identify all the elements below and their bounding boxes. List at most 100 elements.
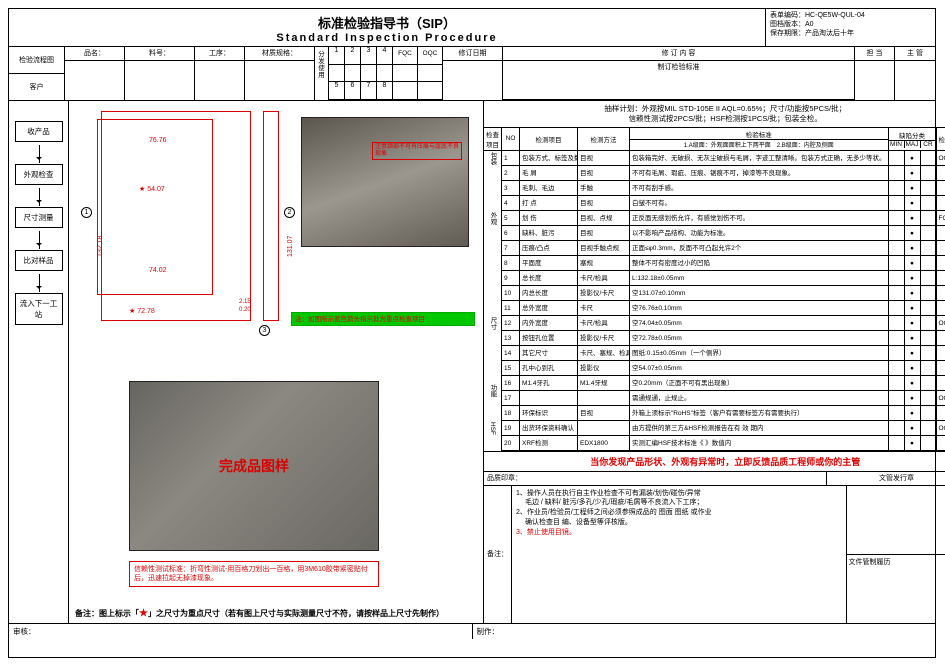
cell-method: 塞规 bbox=[578, 256, 630, 270]
cell-no: 9 bbox=[502, 271, 520, 285]
cell-item: 包装方式、标签及数量 bbox=[520, 151, 578, 165]
insp-row: 12内外宽度卡尺/检具空74.04±0.05mm●OQC bbox=[484, 316, 945, 331]
rev-date-label: 修订日期 bbox=[443, 47, 503, 60]
cell-min bbox=[889, 241, 905, 255]
cell-inspector bbox=[937, 436, 945, 450]
cell-no: 15 bbox=[502, 361, 520, 375]
cell-standard: L:132.18±0.05mm bbox=[630, 271, 889, 285]
inspection-rows: 包装1包装方式、标签及数量目视包装箱完好、无破损、无灰尘破损与毛屑，字迹工整清晰… bbox=[484, 151, 945, 451]
cell-method: 目视 bbox=[578, 196, 630, 210]
cell-item: 孔中心到孔 bbox=[520, 361, 578, 375]
col-inspector: 检验人员 bbox=[937, 128, 945, 150]
cell-cr bbox=[921, 421, 937, 435]
rev-sign-label: 主 管 bbox=[895, 47, 935, 60]
flow-label-customer: 客户 bbox=[9, 74, 64, 100]
version-label: 图档版本： bbox=[770, 21, 805, 28]
cell-cr bbox=[921, 361, 937, 375]
dim-h2: ★ 54.07 bbox=[139, 185, 165, 193]
insp-row: 17需通规通，止规止。●OQC bbox=[484, 391, 945, 406]
flow-step-1: 收产品 bbox=[15, 121, 63, 142]
cell-inspector bbox=[937, 406, 945, 420]
cell-inspector bbox=[937, 346, 945, 360]
cell-standard: 包装箱完好、无破损、无灰尘破损与毛屑，字迹工整清晰。包装方式正确，无多少等状。 bbox=[630, 151, 889, 165]
rev-number-grid: 1234 5678 bbox=[329, 47, 393, 100]
cell-standard: 不可有刮手感。 bbox=[630, 181, 889, 195]
insp-row: 13按钮孔位置投影仪/卡尺空72.78±0.05mm● bbox=[484, 331, 945, 346]
cell-maj: ● bbox=[905, 391, 921, 405]
cell-cr bbox=[921, 241, 937, 255]
cell-method: 目视 bbox=[578, 166, 630, 180]
cell-no: 2 bbox=[502, 166, 520, 180]
cell-cr bbox=[921, 301, 937, 315]
cell-item: 内外宽度 bbox=[520, 316, 578, 330]
cell-inspector bbox=[937, 361, 945, 375]
cell-no: 12 bbox=[502, 316, 520, 330]
reliability-test-note: 信赖性测试标准：折弯性测试-用百格刀划出一百格，用3M610胶带紧密贴付后，迅速… bbox=[129, 561, 379, 587]
cell-method: 投影仪/卡尺 bbox=[578, 331, 630, 345]
insp-row: 包装1包装方式、标签及数量目视包装箱完好、无破损、无灰尘破损与毛屑，字迹工整清晰… bbox=[484, 151, 945, 166]
cell-inspector: FQC/OQC bbox=[937, 211, 945, 225]
cell-min bbox=[889, 316, 905, 330]
cell-method: 卡尺/检具 bbox=[578, 316, 630, 330]
cell-method: 目视 bbox=[578, 151, 630, 165]
footer: 审核： 制作： bbox=[9, 623, 935, 639]
cell-cr bbox=[921, 316, 937, 330]
dim-h1: 76.76 bbox=[149, 137, 167, 144]
cell-maj: ● bbox=[905, 316, 921, 330]
insp-row: 20XRF检测EDX1800实测汇编HSF技术标准《 》数值内● bbox=[484, 436, 945, 451]
cell-maj: ● bbox=[905, 421, 921, 435]
dim-small2: 0.20 bbox=[239, 307, 251, 313]
cell-cr bbox=[921, 286, 937, 300]
cell-min bbox=[889, 436, 905, 450]
technical-drawing: 1 3 2 76.76 ★ 54.07 74.02 ★ 72.78 2.15 0… bbox=[79, 107, 477, 327]
cell-min bbox=[889, 331, 905, 345]
header-title-block: 标准检验指导书（SIP） Standard Inspection Procedu… bbox=[9, 9, 765, 46]
cell-method: 卡尺/检具 bbox=[578, 271, 630, 285]
cell-cr bbox=[921, 376, 937, 390]
cell-no: 18 bbox=[502, 406, 520, 420]
cell-maj: ● bbox=[905, 301, 921, 315]
cell-method: 目视、点规 bbox=[578, 211, 630, 225]
header: 标准检验指导书（SIP） Standard Inspection Procedu… bbox=[9, 9, 935, 47]
cell-method: 投影仪 bbox=[578, 361, 630, 375]
body-right: 抽样计划：外观按MIL STD-105E II AQL=0.65%；尺寸/功能按… bbox=[484, 101, 945, 623]
header-meta: 表单编码：HC-QE5W-QUL-04 图档版本：A0 保存期限：产品淘汰后十年 bbox=[765, 9, 935, 46]
cell-standard: 空0.20mm（正面不可有黑出现象） bbox=[630, 376, 889, 390]
part-no-cell: 料号： bbox=[125, 47, 195, 100]
drawing-outline-side bbox=[263, 111, 279, 321]
cell-maj: ● bbox=[905, 211, 921, 225]
cell-maj: ● bbox=[905, 226, 921, 240]
cell-standard: 白皱不可有。 bbox=[630, 196, 889, 210]
cell-no: 6 bbox=[502, 226, 520, 240]
cell-min bbox=[889, 196, 905, 210]
cell-method: 卡尺、塞规、检具 bbox=[578, 346, 630, 360]
cell-min bbox=[889, 166, 905, 180]
cell-no: 17 bbox=[502, 391, 520, 405]
cell-standard: 实测汇编HSF技术标准《 》数值内 bbox=[630, 436, 889, 450]
docno-label: 表单编码： bbox=[770, 12, 805, 19]
cell-cr bbox=[921, 436, 937, 450]
flow-step-3: 尺寸测量 bbox=[15, 207, 63, 228]
file-control-history-label: 文件管制履历 bbox=[847, 555, 945, 623]
rev-content-1: 制订检验标准 bbox=[503, 61, 855, 100]
cell-no: 8 bbox=[502, 256, 520, 270]
cell-cr bbox=[921, 406, 937, 420]
title-en: Standard Inspection Procedure bbox=[9, 32, 765, 44]
cell-no: 14 bbox=[502, 346, 520, 360]
cell-standard: 整体不可有密度过小的凹陷 bbox=[630, 256, 889, 270]
cell-no: 1 bbox=[502, 151, 520, 165]
product-name-label: 品名： bbox=[65, 47, 124, 61]
doc-issue-label: 文管发行章 bbox=[827, 472, 945, 485]
product-name-cell: 品名： bbox=[65, 47, 125, 100]
cell-maj: ● bbox=[905, 286, 921, 300]
process-label: 工序： bbox=[195, 47, 244, 61]
cell-min bbox=[889, 211, 905, 225]
cell-method: 卡尺 bbox=[578, 301, 630, 315]
cell-no: 16 bbox=[502, 376, 520, 390]
cell-inspector: OQC bbox=[937, 316, 945, 330]
inspection-table: 检查项目 NO 检测项目 检测方法 检验标准 1.A级面：外观面面积上下两平面 … bbox=[484, 128, 945, 452]
sip-document: 标准检验指导书（SIP） Standard Inspection Procedu… bbox=[8, 8, 936, 658]
dim-v2: 131.07 bbox=[287, 236, 294, 257]
cell-maj: ● bbox=[905, 151, 921, 165]
cell-no: 3 bbox=[502, 181, 520, 195]
